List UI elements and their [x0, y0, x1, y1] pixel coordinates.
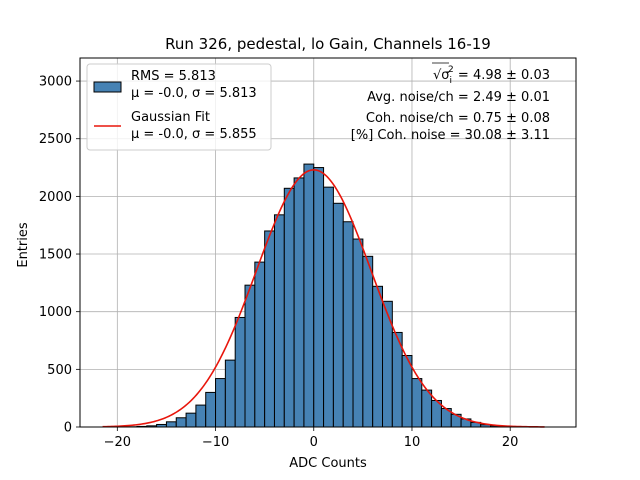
- legend-fit-label-line2: μ = -0.0, σ = 5.855: [131, 127, 257, 142]
- annotation-sigma-value: = 4.98 ± 0.03: [454, 68, 550, 83]
- y-axis-ticks: 0 500 1000 1500 2000 2500 3000: [39, 75, 80, 436]
- noise-annotations: √σi2 = 4.98 ± 0.03 Avg. noise/ch = 2.49 …: [351, 62, 550, 143]
- histogram-bar: [313, 167, 325, 428]
- histogram-bar: [303, 163, 315, 428]
- legend-histogram-label-line2: μ = -0.0, σ = 5.813: [131, 86, 257, 101]
- histogram-bar: [362, 255, 374, 428]
- y-tick-label: 500: [47, 363, 72, 378]
- legend-histogram-label: RMS = 5.813: [131, 69, 216, 84]
- legend-box: [86, 63, 272, 151]
- histogram-bar: [293, 177, 305, 428]
- histogram-bar: [372, 285, 384, 428]
- histogram-bar: [332, 202, 344, 428]
- y-tick-label: 2000: [39, 190, 72, 205]
- histogram-bar: [421, 389, 433, 428]
- histogram-bar: [244, 284, 256, 428]
- x-tick-label: 10: [404, 435, 421, 450]
- histogram-bar: [195, 404, 207, 428]
- x-tick-label: −20: [104, 435, 131, 450]
- histogram-bar: [224, 359, 236, 428]
- y-axis-label: Entries: [16, 222, 31, 268]
- svg-text:√σi2 = 4.98 ± 0.03: √σi2 = 4.98 ± 0.03: [433, 65, 550, 86]
- sigma-superscript: 2: [448, 65, 454, 75]
- histogram-bar: [401, 355, 413, 428]
- x-tick-label: 0: [310, 435, 318, 450]
- histogram-bar: [234, 316, 246, 428]
- sigma-sqrt-symbol: √σ: [433, 68, 450, 83]
- annotation-coh-noise: Coh. noise/ch = 0.75 ± 0.08: [366, 111, 550, 126]
- y-tick-label: 0: [64, 421, 72, 436]
- y-tick-label: 1000: [39, 305, 72, 320]
- legend-histogram-swatch: [93, 81, 122, 93]
- histogram-bar: [175, 417, 187, 428]
- histogram-bar: [352, 238, 364, 428]
- chart-title: Run 326, pedestal, lo Gain, Channels 16-…: [165, 35, 491, 53]
- histogram-bar: [283, 187, 295, 428]
- histogram-bar: [273, 214, 285, 428]
- histogram-bar: [165, 421, 177, 428]
- gaussian-fit-line: [102, 169, 545, 428]
- histogram-bar: [411, 378, 423, 428]
- annotation-avg-noise: Avg. noise/ch = 2.49 ± 0.01: [367, 90, 550, 105]
- x-axis-label: ADC Counts: [289, 456, 367, 471]
- histogram-bar: [185, 412, 197, 428]
- histogram-bar: [382, 300, 393, 428]
- histogram-bars: [126, 163, 531, 428]
- histogram-bar: [215, 378, 226, 428]
- legend: RMS = 5.813 μ = -0.0, σ = 5.813 Gaussian…: [86, 63, 272, 151]
- histogram-bar: [323, 186, 334, 428]
- y-tick-label: 3000: [39, 75, 72, 90]
- histogram-bar: [264, 230, 275, 428]
- histogram-bar: [205, 391, 217, 428]
- x-axis-ticks: −20 −10 0 10 20: [104, 427, 519, 450]
- histogram-bar: [254, 261, 266, 428]
- annotation-coh-noise-percent: [%] Coh. noise = 30.08 ± 3.11: [351, 128, 550, 143]
- annotation-sigma: √σi2 = 4.98 ± 0.03: [432, 62, 550, 86]
- histogram-bar: [342, 221, 354, 428]
- legend-fit-label: Gaussian Fit: [131, 110, 210, 125]
- y-tick-label: 2500: [39, 132, 72, 147]
- plot-frame: [79, 57, 577, 428]
- x-tick-label: 20: [502, 435, 519, 450]
- y-tick-label: 1500: [39, 248, 72, 263]
- sigma-subscript: i: [450, 76, 453, 86]
- x-tick-label: −10: [202, 435, 229, 450]
